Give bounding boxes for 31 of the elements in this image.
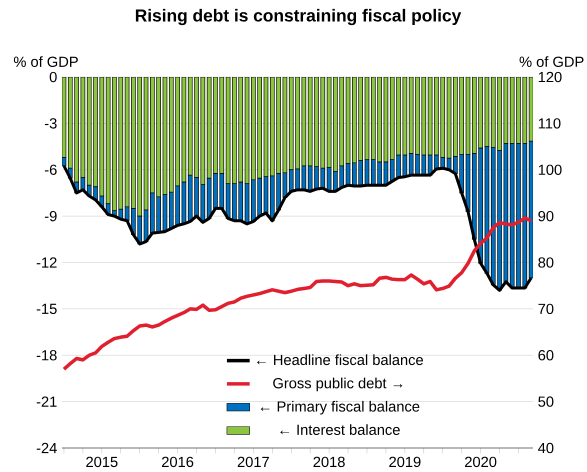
y2-tick-label: 40 — [538, 442, 554, 454]
y2-tick-label: 90 — [538, 210, 554, 222]
y-tick-label: 0 — [50, 72, 57, 82]
legend-label: ← Interest balance — [280, 424, 400, 435]
y2-tick-label: 120 — [538, 72, 562, 82]
y-tick-label: -21 — [36, 396, 57, 407]
x-tick-label: 2016 — [162, 456, 194, 468]
x-tick-label: 2019 — [389, 456, 420, 468]
legend-label: ← Primary fiscal balance — [260, 400, 420, 415]
y-tick-label: -9 — [44, 210, 57, 222]
y-tick-label: -18 — [36, 350, 57, 360]
x-tick-label: 2015 — [86, 456, 118, 468]
legend-label: Gross public debt → — [273, 378, 402, 392]
y2-tick-label: 110 — [538, 118, 560, 129]
y2-tick-label: 60 — [538, 350, 554, 360]
y2-tick-label: 100 — [538, 164, 562, 175]
y2-tick-label: 70 — [538, 304, 554, 314]
y2-tick-label: 80 — [538, 257, 554, 268]
chart-title: Rising debt is constraining fiscal policy — [136, 8, 462, 26]
x-tick-label: 2017 — [238, 456, 269, 468]
y-tick-label: -3 — [44, 118, 57, 129]
y-tick-label: -12 — [36, 257, 57, 268]
x-tick-label: 2020 — [465, 456, 496, 468]
y-tick-label: -24 — [36, 442, 57, 454]
legend-label: ← Headline fiscal balance — [257, 354, 423, 366]
y-tick-label: -6 — [44, 164, 57, 175]
y2-axis-title: % of GDP — [520, 56, 584, 67]
y-tick-label: -15 — [36, 304, 57, 314]
y2-tick-label: 50 — [538, 396, 554, 407]
y-axis-title: % of GDP — [14, 56, 78, 67]
x-tick-label: 2018 — [314, 456, 345, 468]
